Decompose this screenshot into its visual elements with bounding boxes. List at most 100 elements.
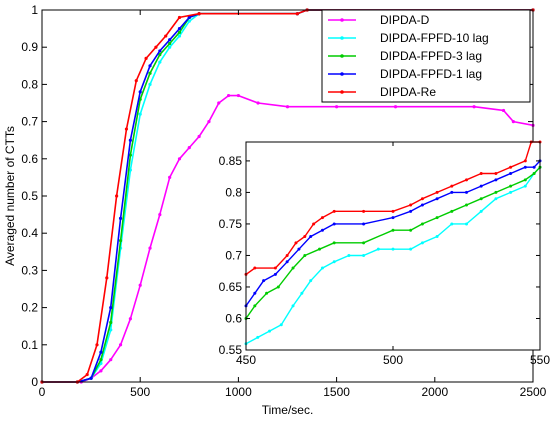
y-tick-label: 1 bbox=[31, 3, 38, 17]
inset-data-point bbox=[409, 209, 413, 213]
data-point bbox=[472, 105, 476, 109]
data-point bbox=[511, 120, 515, 124]
data-point bbox=[128, 138, 132, 142]
data-point bbox=[187, 146, 191, 150]
inset-data-point bbox=[294, 241, 298, 245]
series-line-0 bbox=[42, 94, 534, 383]
inset-data-point bbox=[523, 165, 527, 169]
inset-data-point bbox=[450, 209, 454, 213]
legend-marker-4 bbox=[340, 90, 344, 94]
inset-data-point bbox=[256, 335, 260, 339]
data-point bbox=[168, 38, 172, 42]
inset-data-point bbox=[318, 247, 321, 251]
inset-data-point bbox=[509, 165, 513, 169]
data-point bbox=[115, 194, 119, 198]
inset-data-point bbox=[332, 209, 336, 213]
data-point bbox=[501, 108, 506, 113]
inset-data-point bbox=[273, 272, 277, 276]
inset-data-point bbox=[262, 279, 266, 283]
legend-label-0: DIPDA-D bbox=[380, 13, 430, 27]
inset-data-point bbox=[268, 329, 272, 333]
data-point bbox=[148, 71, 152, 75]
data-point bbox=[99, 369, 103, 373]
inset-y-tick-label: 0.6 bbox=[225, 311, 242, 325]
inset-series-group bbox=[244, 140, 542, 346]
data-point bbox=[118, 343, 123, 347]
inset-data-point bbox=[420, 197, 424, 201]
inset-data-point bbox=[420, 222, 424, 226]
data-point bbox=[177, 30, 182, 34]
x-tick-label: 2500 bbox=[520, 385, 547, 399]
inset-data-point bbox=[362, 253, 366, 257]
data-point bbox=[177, 15, 182, 20]
inset-data-point bbox=[309, 279, 313, 283]
inset-data-point bbox=[291, 304, 295, 308]
inset-y-tick-label: 0.7 bbox=[225, 248, 242, 262]
data-point bbox=[168, 175, 172, 179]
inset-data-point bbox=[273, 266, 277, 270]
data-point bbox=[148, 64, 152, 68]
legend-label-2: DIPDA-FPFD-3 lag bbox=[380, 49, 482, 63]
data-point bbox=[168, 41, 172, 46]
inset-data-point bbox=[312, 222, 316, 226]
y-tick-label: 0.6 bbox=[21, 152, 38, 166]
legend-label-3: DIPDA-FPFD-1 lag bbox=[380, 67, 482, 81]
inset-data-point bbox=[409, 228, 413, 232]
inset-x-tick-label: 500 bbox=[383, 353, 403, 367]
inset-data-point bbox=[450, 222, 454, 226]
inset-data-point bbox=[391, 216, 395, 220]
data-point bbox=[109, 306, 113, 310]
inset-data-point bbox=[509, 184, 513, 188]
inset-data-point bbox=[253, 304, 257, 308]
inset-chart: 450 500 550 0.55 0.6 0.65 0.7 0.75 0.8 0.85 bbox=[219, 140, 550, 367]
inset-data-point bbox=[509, 172, 513, 176]
legend-marker-0 bbox=[340, 18, 344, 22]
inset-data-point bbox=[362, 241, 366, 245]
inset-data-point bbox=[479, 197, 483, 201]
inset-data-point bbox=[435, 216, 439, 220]
inset-data-point bbox=[523, 159, 527, 163]
inset-data-point bbox=[523, 178, 527, 182]
data-point bbox=[89, 376, 93, 380]
inset-data-point bbox=[362, 222, 366, 226]
inset-data-point bbox=[391, 247, 395, 251]
data-point bbox=[158, 49, 162, 53]
y-tick-label: 0.4 bbox=[21, 226, 38, 240]
inset-data-point bbox=[479, 172, 483, 176]
inset-data-point bbox=[391, 228, 395, 232]
inset-data-point bbox=[253, 291, 257, 295]
inset-y-tick-label: 0.85 bbox=[219, 154, 243, 168]
inset-data-point bbox=[303, 235, 307, 239]
legend-box bbox=[321, 9, 531, 103]
inset-data-point bbox=[320, 228, 324, 232]
inset-data-point bbox=[465, 190, 468, 194]
data-point bbox=[109, 358, 113, 362]
inset-data-point bbox=[309, 235, 313, 239]
inset-y-tick-label: 0.8 bbox=[225, 185, 242, 199]
inset-data-point bbox=[435, 197, 439, 201]
inset-data-point bbox=[494, 178, 498, 182]
inset-data-point bbox=[332, 241, 336, 245]
inset-data-point bbox=[320, 266, 324, 270]
inset-data-point bbox=[494, 190, 498, 194]
y-tick-label: 0.5 bbox=[21, 189, 38, 203]
data-point bbox=[85, 372, 89, 377]
inset-data-point bbox=[479, 184, 483, 188]
inset-data-point bbox=[523, 184, 527, 188]
inset-data-point bbox=[435, 235, 439, 239]
inset-data-point bbox=[494, 197, 498, 201]
data-point bbox=[158, 53, 162, 57]
inset-y-tick-label: 0.75 bbox=[219, 217, 243, 231]
inset-data-point bbox=[362, 209, 366, 213]
inset-data-point bbox=[409, 203, 413, 207]
data-point bbox=[134, 79, 138, 83]
y-tick-label: 0.3 bbox=[21, 263, 38, 277]
data-point bbox=[217, 101, 221, 105]
data-point bbox=[335, 105, 339, 109]
data-point bbox=[226, 93, 231, 98]
inset-data-point bbox=[465, 178, 468, 182]
inset-data-point bbox=[532, 165, 536, 169]
inset-data-point bbox=[253, 266, 257, 270]
inset-series-line-3 bbox=[245, 141, 540, 275]
inset-data-point bbox=[450, 184, 454, 188]
